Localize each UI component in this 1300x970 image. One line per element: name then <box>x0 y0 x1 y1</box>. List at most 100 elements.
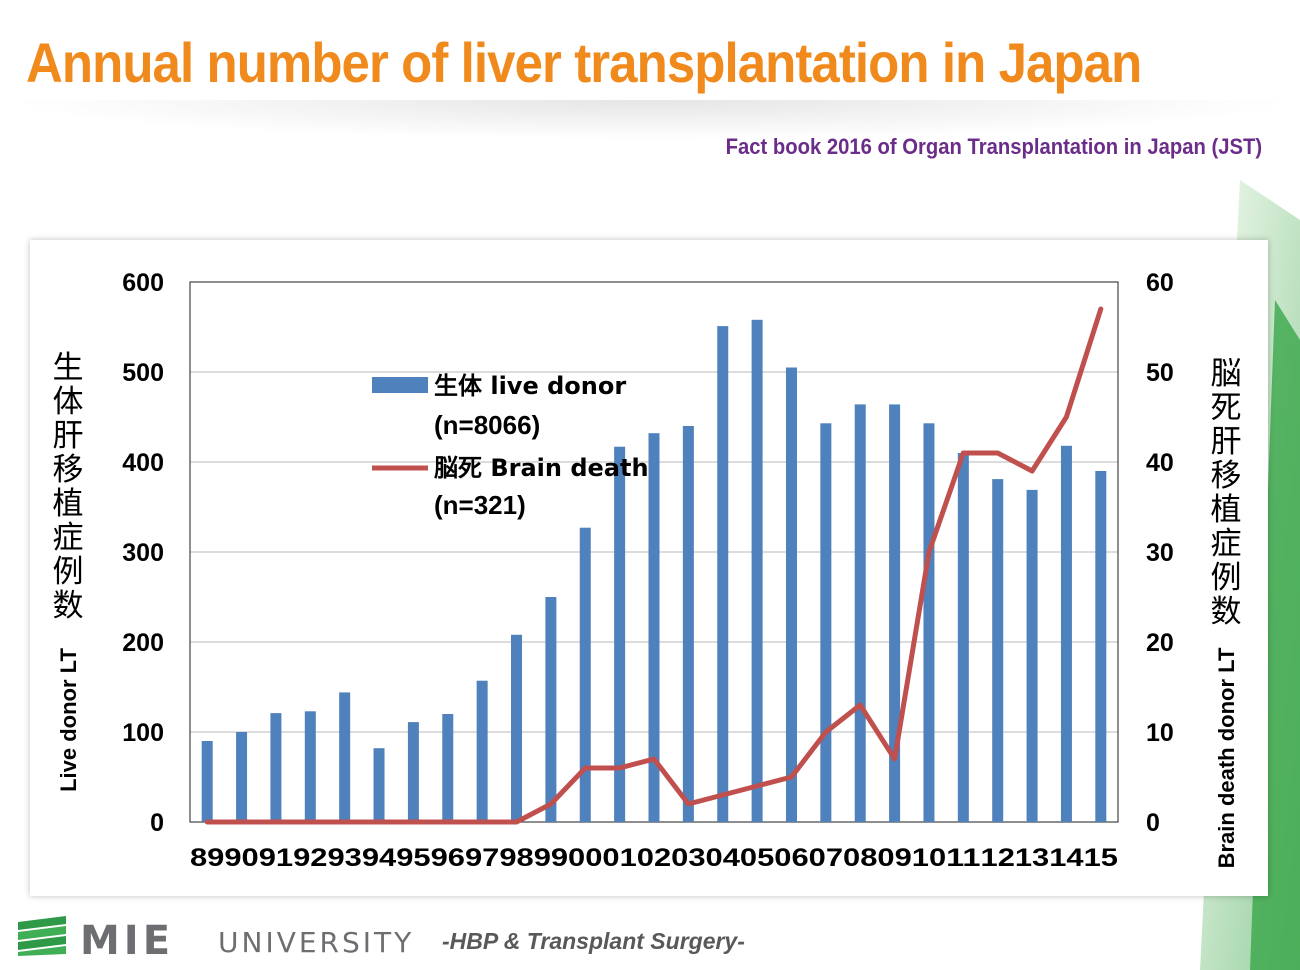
bar-live-donor-03 <box>682 426 694 822</box>
department-label: -HBP & Transplant Surgery- <box>442 928 745 954</box>
bar-live-donor-90 <box>236 732 248 822</box>
x-tick-label: 09 <box>877 844 911 872</box>
mie-leaf-icon <box>18 916 66 956</box>
source-caption: Fact book 2016 of Organ Transplantation … <box>725 134 1262 159</box>
x-tick-label: 13 <box>1015 844 1049 872</box>
bar-live-donor-09 <box>889 404 901 822</box>
bar-live-donor-11 <box>957 453 969 822</box>
legend-bar-swatch <box>372 377 428 393</box>
x-tick-label: 98 <box>499 844 533 872</box>
vertical-char: 植 <box>1211 492 1242 528</box>
bar-live-donor-89 <box>201 741 213 822</box>
x-tick-label: 97 <box>465 844 499 872</box>
vertical-char: 生 <box>53 350 84 386</box>
vertical-char: 数 <box>53 588 84 624</box>
x-tick-label: 05 <box>740 844 774 872</box>
x-tick-label: 08 <box>843 844 877 872</box>
legend-line-note: (n=321) <box>434 490 526 520</box>
bar-live-donor-97 <box>476 680 488 822</box>
title-shadow <box>0 100 1300 140</box>
x-tick-label: 06 <box>774 844 808 872</box>
page-title: Annual number of liver transplantation i… <box>26 31 1142 94</box>
y-right-tick-label: 60 <box>1146 269 1174 297</box>
bar-live-donor-07 <box>820 423 832 822</box>
vertical-char: 死 <box>1211 390 1242 426</box>
y-right-tick-label: 30 <box>1146 539 1174 567</box>
bar-live-donor-05 <box>751 319 763 822</box>
x-tick-label: 02 <box>637 844 671 872</box>
x-tick-label: 92 <box>293 844 327 872</box>
legend: 生体 live donor (n=8066) 脳死 Brain death (n… <box>372 372 649 520</box>
y-left-tick-label: 500 <box>122 359 164 387</box>
x-tick-label: 04 <box>706 844 740 872</box>
bar-live-donor-91 <box>270 713 282 822</box>
logo-mie: MIE <box>80 918 175 964</box>
bar-live-donor-01 <box>614 446 626 822</box>
x-tick-label: 89 <box>190 844 224 872</box>
vertical-char: 症 <box>1211 526 1242 562</box>
bar-live-donor-93 <box>339 692 351 822</box>
y-right-tick-label: 40 <box>1146 449 1174 477</box>
vertical-char: 移 <box>1211 458 1242 494</box>
legend-bar-note: (n=8066) <box>434 410 540 440</box>
x-tick-label: 90 <box>224 844 258 872</box>
y-right-tick-label: 50 <box>1146 359 1174 387</box>
y-left-tick-label: 400 <box>122 449 164 477</box>
x-tick-label: 10 <box>912 844 946 872</box>
x-tick-label: 12 <box>981 844 1015 872</box>
vertical-char: 肝 <box>53 418 84 454</box>
bar-live-donor-08 <box>854 404 866 822</box>
x-tick-label: 94 <box>362 844 396 872</box>
x-tick-label: 07 <box>809 844 843 872</box>
x-tick-label: 96 <box>431 844 465 872</box>
bar-live-donor-94 <box>373 748 385 822</box>
x-tick-label: 03 <box>671 844 705 872</box>
bar-live-donor-96 <box>442 714 454 822</box>
y-left-tick-label: 300 <box>122 539 164 567</box>
y-right-tick-label: 10 <box>1146 719 1174 747</box>
bar-live-donor-14 <box>1060 445 1072 822</box>
vertical-char: 植 <box>53 486 84 522</box>
x-tick-label: 95 <box>396 844 430 872</box>
bar-live-donor-98 <box>511 634 523 822</box>
logo-university: UNIVERSITY <box>218 926 415 959</box>
bar-layer <box>201 319 1107 822</box>
bar-live-donor-99 <box>545 597 557 822</box>
y-left-tick-label: 600 <box>122 269 164 297</box>
y-left-tick-label: 100 <box>122 719 164 747</box>
bar-live-donor-00 <box>579 527 591 822</box>
vertical-char: 体 <box>53 384 84 420</box>
bar-live-donor-04 <box>717 326 729 822</box>
x-tick-label: 99 <box>534 844 568 872</box>
x-tick-label: 91 <box>259 844 293 872</box>
x-tick-label: 14 <box>1049 844 1083 872</box>
x-tick-label: 93 <box>327 844 361 872</box>
legend-line-label: 脳死 Brain death <box>434 454 649 482</box>
vertical-char: 例 <box>1211 560 1242 596</box>
vertical-char: 脳 <box>1211 356 1242 392</box>
bar-live-donor-15 <box>1095 471 1107 822</box>
y-right-label-en: Brain death donor LT <box>1214 647 1239 868</box>
vertical-char: 数 <box>1211 594 1242 630</box>
vertical-char: 例 <box>53 554 84 590</box>
vertical-char: 肝 <box>1211 424 1242 460</box>
x-tick-label: 00 <box>568 844 602 872</box>
brain-death-line <box>204 306 1104 825</box>
bar-live-donor-92 <box>304 711 316 822</box>
bar-live-donor-95 <box>407 722 419 822</box>
bar-live-donor-02 <box>648 433 660 822</box>
bar-live-donor-12 <box>992 479 1004 822</box>
x-tick-label: 11 <box>946 844 980 872</box>
bar-live-donor-13 <box>1026 489 1038 822</box>
y-right-tick-label: 20 <box>1146 629 1174 657</box>
x-tick-label: 15 <box>1084 844 1118 872</box>
bar-live-donor-10 <box>923 423 935 822</box>
chart-panel: 0 100 200 300 400 500 600 0 10 20 30 40 50 60 89 90 91 92… <box>30 240 1268 896</box>
y-left-label-en: Live donor LT <box>56 648 81 792</box>
bar-live-donor-06 <box>785 367 797 822</box>
x-tick-label: 01 <box>602 844 636 872</box>
